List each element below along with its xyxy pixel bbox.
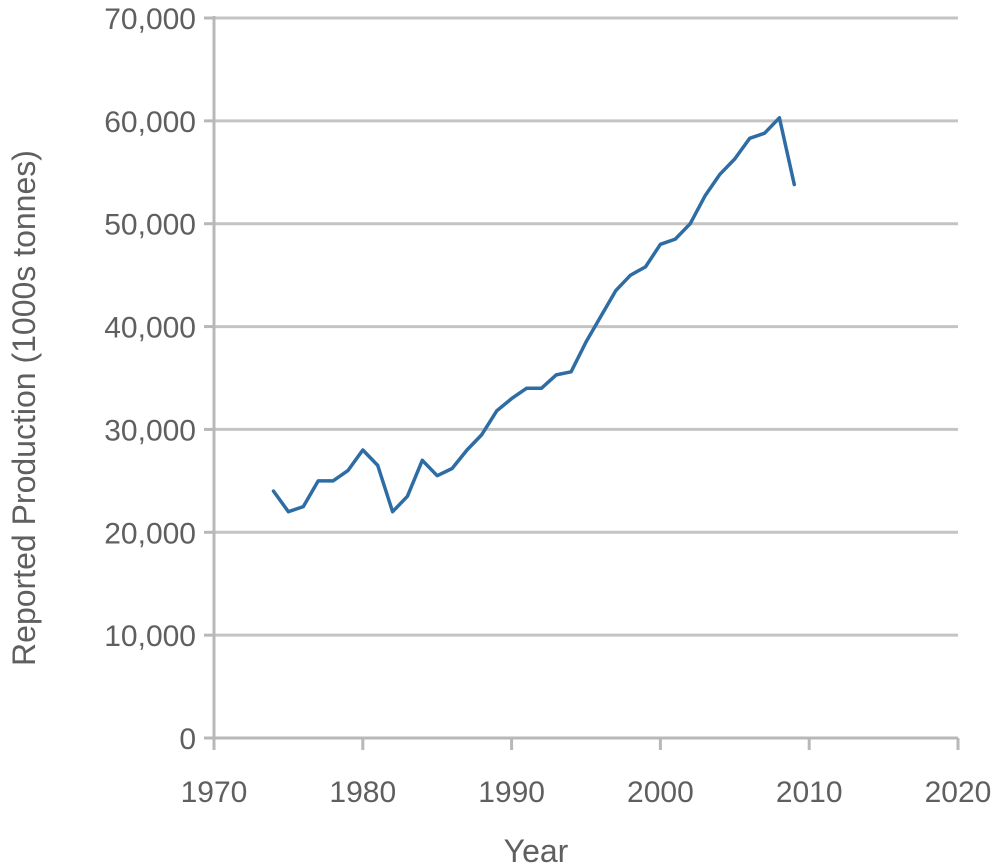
data-point xyxy=(778,116,781,119)
data-point xyxy=(689,222,692,225)
data-point xyxy=(436,474,439,477)
y-tick-label: 30,000 xyxy=(104,414,196,447)
data-point xyxy=(570,370,573,373)
gridlines xyxy=(214,16,958,637)
data-point xyxy=(406,495,409,498)
data-point xyxy=(733,157,736,160)
data-point xyxy=(346,469,349,472)
data-point xyxy=(272,490,275,493)
data-point xyxy=(703,194,706,197)
axes xyxy=(204,16,960,750)
x-tick-label: 1970 xyxy=(181,776,248,809)
series-layer xyxy=(271,116,797,514)
data-point xyxy=(599,315,602,318)
x-tick-label: 2010 xyxy=(776,776,843,809)
data-point xyxy=(659,243,662,246)
data-point xyxy=(495,409,498,412)
data-point xyxy=(793,183,796,186)
y-tick-label: 40,000 xyxy=(104,312,196,345)
x-tick-label: 1980 xyxy=(329,776,396,809)
data-point xyxy=(584,340,587,343)
y-tick-label: 10,000 xyxy=(104,620,196,653)
x-axis-title: Year xyxy=(504,833,569,868)
data-point xyxy=(317,479,320,482)
data-point xyxy=(555,373,558,376)
data-point xyxy=(748,137,751,140)
data-point xyxy=(391,510,394,513)
y-tick-label: 50,000 xyxy=(104,209,196,242)
x-tick-label: 2000 xyxy=(627,776,694,809)
data-point xyxy=(674,238,677,241)
tick-labels: 0 10,000 20,000 30,000 40,000 50,000 60,000 70,… xyxy=(104,3,991,809)
y-tick-label: 0 xyxy=(179,723,196,756)
data-point xyxy=(480,433,483,436)
data-point xyxy=(614,289,617,292)
x-tick-label: 2020 xyxy=(925,776,992,809)
data-point xyxy=(644,265,647,268)
data-point xyxy=(540,387,543,390)
x-tick-label: 1990 xyxy=(478,776,545,809)
data-point xyxy=(302,505,305,508)
y-tick-label: 20,000 xyxy=(104,517,196,550)
data-point xyxy=(287,510,290,513)
y-axis-title: Reported Production (1000s tonnes) xyxy=(6,150,42,666)
y-tick-label: 60,000 xyxy=(104,106,196,139)
data-point xyxy=(376,464,379,467)
y-tick-label: 70,000 xyxy=(104,3,196,36)
data-point xyxy=(421,459,424,462)
data-point xyxy=(718,173,721,176)
data-point xyxy=(525,387,528,390)
data-point xyxy=(629,274,632,277)
data-point xyxy=(450,467,453,470)
data-point xyxy=(763,132,766,135)
data-point xyxy=(361,448,364,451)
data-point xyxy=(510,397,513,400)
data-point xyxy=(331,479,334,482)
data-point xyxy=(465,448,468,451)
series-line xyxy=(271,116,797,514)
